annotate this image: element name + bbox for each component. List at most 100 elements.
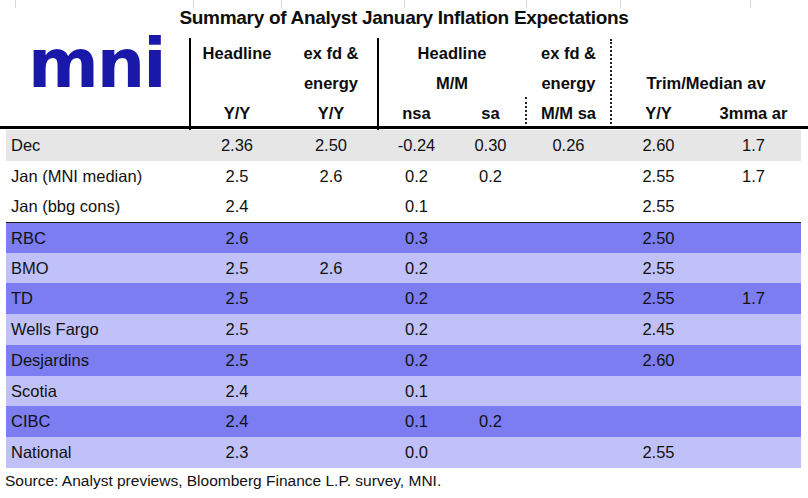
cell-mm-sa <box>455 283 526 314</box>
row-label: National <box>6 437 190 468</box>
col-header-headline-yy-line1: Headline <box>190 38 284 68</box>
cell-trim-median-3mma-ar <box>706 223 801 253</box>
cell-exfd-energy-yy <box>284 437 378 468</box>
cell-headline-yy: 2.5 <box>190 161 284 192</box>
cell-mm-nsa: 0.1 <box>378 376 455 407</box>
cell-headline-yy: 2.5 <box>190 314 284 345</box>
col-header-exfd-mm-line1: ex fd & <box>526 38 611 68</box>
cell-headline-yy: 2.3 <box>190 437 284 468</box>
cell-trim-median-yy: 2.55 <box>611 161 706 192</box>
cell-mm-sa: 0.2 <box>455 406 526 437</box>
cell-mm-nsa: 0.1 <box>378 406 455 437</box>
cell-mm-sa: 0.30 <box>455 130 526 161</box>
cell-headline-yy: 2.4 <box>190 191 284 222</box>
table-row-desjardins: Desjardins2.5 0.2 2.60 <box>6 345 801 376</box>
cell-mm-sa <box>455 314 526 345</box>
cell-exfd-energy-mm-sa <box>526 314 611 345</box>
col-header-headline-mm-line1: Headline <box>378 38 526 68</box>
cell-trim-median-yy: 2.45 <box>611 314 706 345</box>
header-underline <box>0 126 808 129</box>
row-label: CIBC <box>6 406 190 437</box>
cell-mm-sa <box>455 376 526 407</box>
cell-exfd-energy-yy <box>284 376 378 407</box>
cell-exfd-energy-mm-sa: 0.26 <box>526 130 611 161</box>
cell-headline-yy: 2.36 <box>190 130 284 161</box>
cell-trim-median-3mma-ar <box>706 406 801 437</box>
cell-trim-median-3mma-ar <box>706 314 801 345</box>
cell-headline-yy: 2.5 <box>190 253 284 284</box>
cell-mm-sa <box>455 253 526 284</box>
col-header-exfd-yy-line1: ex fd & <box>284 38 378 68</box>
row-label: Desjardins <box>6 345 190 376</box>
cell-mm-sa <box>455 345 526 376</box>
row-label: RBC <box>6 223 190 253</box>
col-subheader-exfd-mm-sa: M/M sa <box>526 98 611 128</box>
cell-trim-median-3mma-ar <box>706 253 801 284</box>
cell-trim-median-3mma-ar: 1.7 <box>706 130 801 161</box>
cell-mm-nsa: 0.2 <box>378 253 455 284</box>
cell-headline-yy: 2.6 <box>190 223 284 253</box>
col-header-trim-median-av: Trim/Median av <box>611 68 801 98</box>
cell-exfd-energy-mm-sa <box>526 437 611 468</box>
table-row-bmo: BMO2.52.60.2 2.55 <box>6 253 801 284</box>
cell-trim-median-yy: 2.55 <box>611 253 706 284</box>
table-row-jan-bbg-cons: Jan (bbg cons)2.40.12.55 <box>6 191 801 222</box>
cell-trim-median-yy: 2.60 <box>611 345 706 376</box>
cell-exfd-energy-yy <box>284 406 378 437</box>
row-label: Dec <box>6 130 190 161</box>
cell-mm-nsa: 0.2 <box>378 314 455 345</box>
cell-headline-yy: 2.5 <box>190 345 284 376</box>
col-subheader-exfd-yy: Y/Y <box>284 98 378 128</box>
col-header-exfd-yy-line2: energy <box>284 68 378 98</box>
cell-trim-median-yy <box>611 376 706 407</box>
row-label: Jan (MNI median) <box>6 161 190 192</box>
cell-mm-sa <box>455 223 526 253</box>
cell-trim-median-3mma-ar <box>706 191 801 222</box>
cell-trim-median-3mma-ar: 1.7 <box>706 283 801 314</box>
cell-headline-yy: 2.4 <box>190 376 284 407</box>
cell-headline-yy: 2.4 <box>190 406 284 437</box>
table-row-national: National2.30.02.55 <box>6 437 801 468</box>
cell-headline-yy: 2.5 <box>190 283 284 314</box>
cell-exfd-energy-mm-sa <box>526 283 611 314</box>
table-row-td: TD2.50.22.551.7 <box>6 283 801 314</box>
table-row-jan-mni-median: Jan (MNI median)2.52.60.20.22.551.7 <box>6 161 801 192</box>
cell-mm-nsa: 0.2 <box>378 161 455 192</box>
cell-mm-sa: 0.2 <box>455 161 526 192</box>
cell-exfd-energy-yy <box>284 314 378 345</box>
cell-mm-nsa: 0.2 <box>378 283 455 314</box>
cell-trim-median-3mma-ar: 1.7 <box>706 161 801 192</box>
cell-mm-nsa: 0.2 <box>378 345 455 376</box>
cell-trim-median-3mma-ar <box>706 437 801 468</box>
col-subheader-trim-3mma-ar: 3mma ar <box>706 98 801 128</box>
cell-exfd-energy-yy <box>284 283 378 314</box>
cell-trim-median-yy: 2.50 <box>611 223 706 253</box>
cell-trim-median-3mma-ar <box>706 376 801 407</box>
cell-exfd-energy-mm-sa <box>526 345 611 376</box>
cell-exfd-energy-yy: 2.6 <box>284 253 378 284</box>
cell-trim-median-yy: 2.55 <box>611 283 706 314</box>
row-label: Jan (bbg cons) <box>6 191 190 222</box>
row-label: BMO <box>6 253 190 284</box>
cell-mm-sa <box>455 191 526 222</box>
col-header-exfd-mm-line2: energy <box>526 68 611 98</box>
col-subheader-mm-sa: sa <box>455 98 526 128</box>
cell-exfd-energy-yy <box>284 345 378 376</box>
cell-trim-median-yy <box>611 406 706 437</box>
cell-exfd-energy-mm-sa <box>526 376 611 407</box>
cell-trim-median-3mma-ar <box>706 345 801 376</box>
cell-exfd-energy-mm-sa <box>526 253 611 284</box>
cell-exfd-energy-mm-sa <box>526 406 611 437</box>
cell-mm-nsa: 0.1 <box>378 191 455 222</box>
col-subheader-trim-yy: Y/Y <box>611 98 706 128</box>
col-subheader-mm-nsa: nsa <box>378 98 455 128</box>
cell-trim-median-yy: 2.55 <box>611 437 706 468</box>
cell-exfd-energy-mm-sa <box>526 223 611 253</box>
table-row-wells-fargo: Wells Fargo2.5 0.2 2.45 <box>6 314 801 345</box>
table-row-rbc: RBC2.6 0.3 2.50 <box>6 222 801 253</box>
row-label: Wells Fargo <box>6 314 190 345</box>
cell-exfd-energy-yy: 2.50 <box>284 130 378 161</box>
cell-trim-median-yy: 2.60 <box>611 130 706 161</box>
table-row-cibc: CIBC2.4 0.10.2 <box>6 406 801 437</box>
cell-mm-nsa: 0.3 <box>378 223 455 253</box>
